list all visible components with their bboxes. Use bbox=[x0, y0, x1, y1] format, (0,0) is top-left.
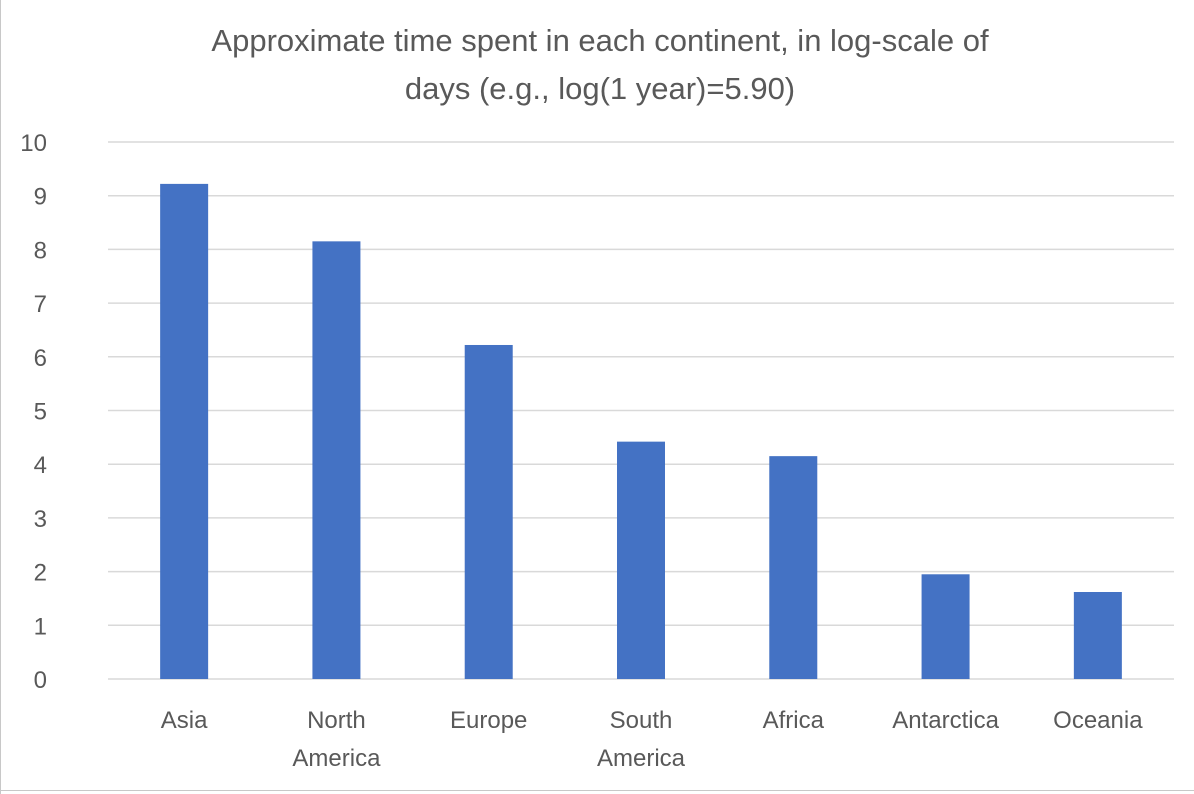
y-tick-label: 1 bbox=[34, 613, 47, 640]
x-axis-labels: Asia North America Europe South America Africa… bbox=[161, 707, 1143, 772]
y-tick-label: 10 bbox=[20, 130, 47, 157]
y-tick-label: 7 bbox=[34, 291, 47, 318]
bar bbox=[617, 441, 665, 679]
category-label: Antarctica bbox=[892, 707, 999, 734]
y-tick-label: 3 bbox=[34, 506, 47, 533]
bar bbox=[921, 574, 970, 679]
category-label: North bbox=[307, 707, 366, 734]
y-axis-ticks: 0 1 2 3 4 5 6 7 8 9 10 bbox=[20, 130, 47, 694]
chart-title-line-1: Approximate time spent in each continent… bbox=[211, 23, 989, 58]
bar bbox=[1073, 592, 1122, 679]
y-tick-label: 6 bbox=[34, 345, 47, 372]
y-tick-label: 5 bbox=[34, 399, 47, 426]
category-label: South bbox=[610, 707, 673, 734]
category-label: America bbox=[597, 745, 686, 772]
bar bbox=[312, 241, 361, 679]
category-label: Africa bbox=[763, 707, 825, 734]
bar bbox=[464, 344, 513, 679]
y-tick-label: 9 bbox=[34, 184, 47, 211]
y-tick-label: 0 bbox=[34, 667, 47, 694]
category-label: America bbox=[292, 745, 381, 772]
bar bbox=[160, 183, 209, 680]
y-tick-label: 4 bbox=[34, 452, 47, 479]
bars bbox=[160, 183, 1122, 680]
y-tick-label: 2 bbox=[34, 560, 47, 587]
category-label: Oceania bbox=[1053, 707, 1143, 734]
category-label: Europe bbox=[450, 707, 527, 734]
category-label: Asia bbox=[161, 707, 208, 734]
y-tick-label: 8 bbox=[34, 237, 47, 264]
bar bbox=[769, 456, 818, 679]
chart-title-line-2: days (e.g., log(1 year)=5.90) bbox=[405, 71, 795, 106]
